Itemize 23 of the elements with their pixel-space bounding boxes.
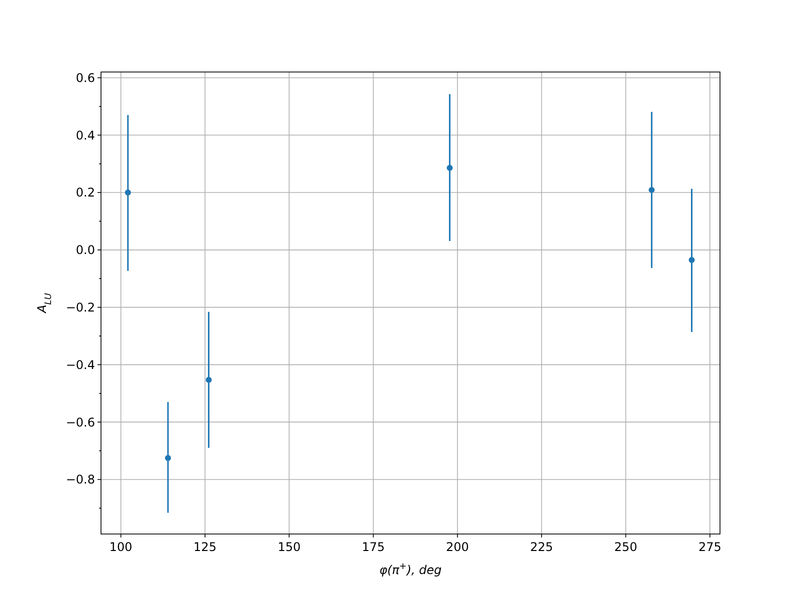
x-tick-label: 100 xyxy=(109,540,132,554)
x-tick-label: 225 xyxy=(530,540,554,554)
y-tick-label: −0.4 xyxy=(66,358,95,372)
y-tick-label: −0.8 xyxy=(66,472,95,487)
point xyxy=(648,186,655,193)
y-tick-label: 0.6 xyxy=(76,70,95,85)
point xyxy=(446,164,453,171)
point xyxy=(164,454,171,461)
y-tick-label: −0.6 xyxy=(66,415,95,430)
point xyxy=(688,256,695,263)
y-tick-label: 0.0 xyxy=(76,243,95,258)
point xyxy=(124,190,131,196)
x-tick-label: 150 xyxy=(278,540,301,554)
y-tick-label: −0.2 xyxy=(66,300,95,315)
y-tick-label: 0.2 xyxy=(76,186,95,200)
point xyxy=(206,376,212,383)
x-axis-title: φ(π$^{+}$), deg xyxy=(379,562,442,577)
x-tick-label: 275 xyxy=(698,540,722,554)
x-tick-label: 175 xyxy=(362,540,385,554)
y-tick-label: 0.4 xyxy=(76,128,95,142)
x-tick-label: 125 xyxy=(194,540,216,554)
x-tick-label: 250 xyxy=(614,540,638,554)
x-tick-label: 200 xyxy=(446,540,469,554)
